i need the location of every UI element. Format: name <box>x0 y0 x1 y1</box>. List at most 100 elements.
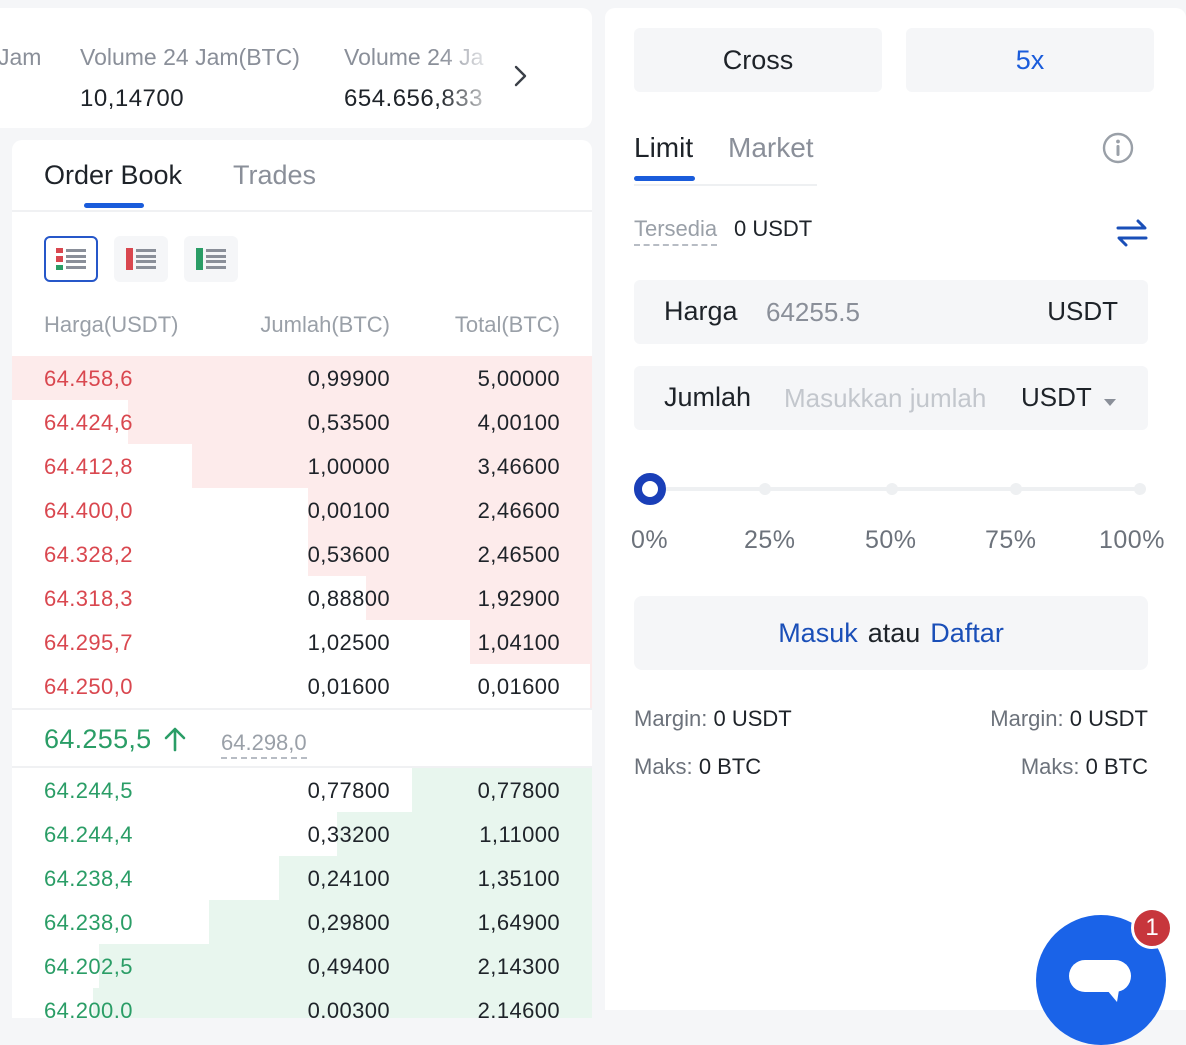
ask-row[interactable]: 64.458,6 0,99900 5,00000 <box>12 356 592 400</box>
bid-price: 64.244,4 <box>44 822 133 847</box>
bid-depth-bar <box>279 856 592 900</box>
tab-market[interactable]: Market <box>728 132 814 163</box>
order-book-panel: Order Book Trades Harga(USDT) Jumlah(BTC… <box>12 140 592 1018</box>
ask-price: 64.458,6 <box>44 366 133 391</box>
bid-amount: 0,29800 <box>307 910 390 935</box>
bid-row[interactable]: 64.244,5 0,77800 0,77800 <box>12 768 592 812</box>
last-price-row: 64.255,5 64.298,0 <box>12 708 592 768</box>
bid-row[interactable]: 64.244,4 0,33200 1,11000 <box>12 812 592 856</box>
mark-price[interactable]: 64.298,0 <box>221 730 307 759</box>
ask-total: 0,01600 <box>477 674 560 699</box>
view-both-button[interactable] <box>44 236 98 282</box>
bid-row[interactable]: 64.238,0 0,29800 1,64900 <box>12 900 592 944</box>
bid-depth-bar <box>209 900 592 944</box>
ask-amount: 0,53600 <box>307 542 390 567</box>
buy-margin-label: Margin: <box>634 706 708 731</box>
ask-amount: 1,00000 <box>307 454 390 479</box>
view-bids-button[interactable] <box>184 236 238 282</box>
slider-mark[interactable]: 100% <box>1099 526 1165 554</box>
ask-amount: 0,88800 <box>307 586 390 611</box>
ask-depth-bar <box>470 620 592 664</box>
slider-thumb[interactable] <box>634 473 666 505</box>
tab-limit[interactable]: Limit <box>634 132 694 163</box>
percentage-slider[interactable] <box>634 470 1148 510</box>
signup-link[interactable]: Daftar <box>930 617 1004 648</box>
leverage-button[interactable]: 5x <box>906 28 1154 92</box>
bid-total: 2,14300 <box>477 954 560 979</box>
ask-price: 64.318,3 <box>44 586 133 611</box>
list-both-icon <box>56 248 86 270</box>
ask-row[interactable]: 64.318,3 0,88800 1,92900 <box>12 576 592 620</box>
sell-max: Maks: 0 BTC <box>1021 754 1148 780</box>
slider-step <box>759 483 771 495</box>
margin-mode-button[interactable]: Cross <box>634 28 882 92</box>
slider-mark[interactable]: 0% <box>631 526 669 554</box>
arrow-up-icon <box>164 726 186 757</box>
available-label[interactable]: Tersedia <box>634 216 718 246</box>
buy-margin: Margin: 0 USDT <box>634 706 792 732</box>
header-amount: Jumlah(BTC) <box>260 312 390 337</box>
ask-row[interactable]: 64.328,2 0,53600 2,46500 <box>12 532 592 576</box>
slider-step <box>1010 483 1022 495</box>
amount-input[interactable] <box>784 376 998 420</box>
order-type-divider <box>634 184 817 186</box>
sell-margin-value: 0 USDT <box>1069 706 1148 731</box>
ask-row[interactable]: 64.424,6 0,53500 4,00100 <box>12 400 592 444</box>
ask-price: 64.250,0 <box>44 674 133 699</box>
amount-unit-select[interactable]: USDT <box>1021 382 1092 412</box>
ask-total: 1,04100 <box>477 630 560 655</box>
ask-price: 64.295,7 <box>44 630 133 655</box>
available-value: 0 USDT <box>734 216 813 241</box>
slider-mark[interactable]: 75% <box>985 526 1037 554</box>
bid-total: 1,64900 <box>477 910 560 935</box>
ask-amount: 1,02500 <box>307 630 390 655</box>
bid-depth-bar <box>93 988 592 1018</box>
ask-depth-bar <box>308 532 592 576</box>
info-icon[interactable] <box>1102 132 1134 164</box>
price-field: Harga USDT <box>634 280 1148 344</box>
tab-trades[interactable]: Trades <box>233 160 317 190</box>
bid-price: 64.202,5 <box>44 954 133 979</box>
bid-price: 64.238,4 <box>44 866 133 891</box>
bid-row[interactable]: 64.200,0 0,00300 2,14600 <box>12 988 592 1018</box>
chevron-right-icon[interactable] <box>505 60 537 92</box>
bid-row[interactable]: 64.238,4 0,24100 1,35100 <box>12 856 592 900</box>
bid-price: 64.238,0 <box>44 910 133 935</box>
bid-amount: 0,24100 <box>307 866 390 891</box>
ask-total: 1,92900 <box>477 586 560 611</box>
slider-mark[interactable]: 50% <box>865 526 917 554</box>
price-input[interactable] <box>766 290 1026 334</box>
login-link[interactable]: Masuk <box>778 617 858 648</box>
market-stats-bar: Jam Volume 24 Jam(BTC) 10,14700 Volume 2… <box>0 8 592 128</box>
buy-max: Maks: 0 BTC <box>634 754 761 780</box>
ask-row[interactable]: 64.250,0 0,01600 0,01600 <box>12 664 592 708</box>
buy-max-value: 0 BTC <box>698 754 762 779</box>
ask-total: 2,46600 <box>477 498 560 523</box>
transfer-icon[interactable] <box>1115 218 1149 248</box>
view-asks-button[interactable] <box>114 236 168 282</box>
ask-price: 64.328,2 <box>44 542 133 567</box>
stat-item: Jam <box>0 44 41 85</box>
stat-item: Volume 24 Jam(BTC) 10,14700 <box>80 44 300 113</box>
ask-row[interactable]: 64.412,8 1,00000 3,46600 <box>12 444 592 488</box>
list-asks-icon <box>126 248 156 270</box>
ask-row[interactable]: 64.295,7 1,02500 1,04100 <box>12 620 592 664</box>
chat-icon <box>1069 960 1131 1002</box>
caret-down-icon[interactable] <box>1104 394 1116 412</box>
bid-row[interactable]: 64.202,5 0,49400 2,14300 <box>12 944 592 988</box>
notification-badge: 1 <box>1131 907 1173 949</box>
bid-amount: 0,00300 <box>307 998 390 1018</box>
active-order-type-indicator <box>634 176 695 181</box>
ask-depth-bar <box>590 664 592 708</box>
ask-amount: 0,00100 <box>307 498 390 523</box>
price-unit: USDT <box>1047 296 1118 326</box>
tab-order-book[interactable]: Order Book <box>44 160 183 190</box>
ask-row[interactable]: 64.400,0 0,00100 2,46600 <box>12 488 592 532</box>
ask-depth-bar <box>12 356 592 400</box>
slider-mark[interactable]: 25% <box>744 526 796 554</box>
ask-price: 64.412,8 <box>44 454 133 479</box>
sell-max-label: Maks: <box>1020 754 1080 779</box>
buy-margin-value: 0 USDT <box>713 706 792 731</box>
ask-depth-bar <box>192 444 592 488</box>
ask-amount: 0,99900 <box>307 366 390 391</box>
